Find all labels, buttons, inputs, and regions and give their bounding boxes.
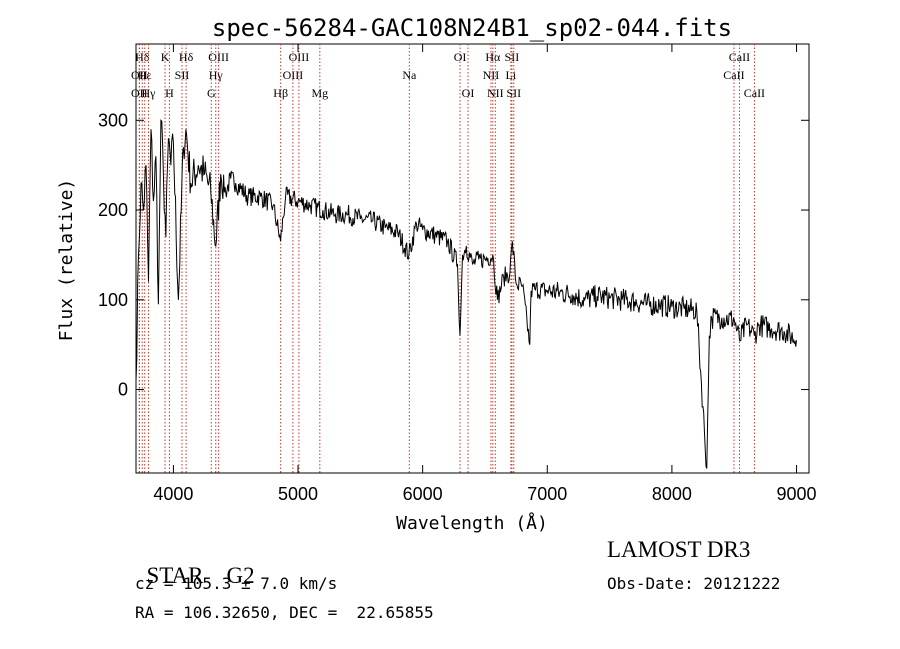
line-label-19: Hα bbox=[485, 50, 501, 64]
line-label-8: Hδ bbox=[179, 50, 194, 64]
object-class: STAR G2 bbox=[135, 537, 255, 589]
x-axis-label: Wavelength (Å) bbox=[396, 512, 548, 534]
line-label-6: H bbox=[165, 86, 174, 100]
y-axis-label: Flux (relative) bbox=[56, 179, 77, 342]
line-label-0: Hδ bbox=[135, 50, 150, 64]
line-label-27: CaII bbox=[744, 86, 765, 100]
line-label-13: OIII bbox=[289, 50, 310, 64]
y-tick-label-2: 200 bbox=[98, 200, 128, 220]
line-label-18: OI bbox=[462, 86, 475, 100]
line-label-25: CaII bbox=[729, 50, 750, 64]
line-label-7: SII bbox=[175, 68, 190, 82]
x-tick-label-3: 7000 bbox=[527, 484, 567, 504]
line-label-22: SII bbox=[505, 50, 520, 64]
line-label-2: OII bbox=[131, 86, 148, 100]
y-tick-label-1: 100 bbox=[98, 290, 128, 310]
line-label-24: SII bbox=[506, 86, 521, 100]
class-label: STAR bbox=[146, 563, 204, 588]
x-tick-label-2: 6000 bbox=[403, 484, 443, 504]
x-tick-label-5: 9000 bbox=[777, 484, 817, 504]
y-tick-label-0: 0 bbox=[118, 380, 128, 400]
line-label-11: G bbox=[207, 86, 216, 100]
x-tick-label-0: 4000 bbox=[153, 484, 193, 504]
line-label-20: NII bbox=[483, 68, 500, 82]
line-label-12: Hβ bbox=[273, 86, 288, 100]
line-label-4: Hγ bbox=[141, 86, 156, 100]
chart-title: spec-56284-GAC108N24B1_sp02-044.fits bbox=[212, 14, 732, 42]
plot-frame bbox=[135, 43, 810, 474]
survey-label: LAMOST DR3 bbox=[607, 537, 751, 562]
line-label-21: NII bbox=[487, 86, 504, 100]
line-label-23: Li bbox=[506, 68, 517, 82]
line-label-1: OII bbox=[131, 68, 148, 82]
line-label-10: Hγ bbox=[209, 68, 224, 82]
line-label-3: Hε bbox=[138, 68, 152, 82]
line-label-15: Mg bbox=[311, 86, 328, 100]
line-label-9: OIII bbox=[208, 50, 229, 64]
line-label-26: CaII bbox=[723, 68, 744, 82]
line-label-5: K bbox=[161, 50, 170, 64]
x-tick-label-4: 8000 bbox=[652, 484, 692, 504]
line-label-17: OI bbox=[454, 50, 467, 64]
flux-series-line bbox=[135, 119, 797, 469]
subclass-label: G2 bbox=[226, 563, 255, 588]
obs-date-text: Obs-Date: 20121222 bbox=[607, 574, 781, 593]
line-label-14: OIII bbox=[283, 68, 304, 82]
coordinates-text: RA = 106.32650, DEC = 22.65855 bbox=[135, 603, 434, 622]
x-tick-label-1: 5000 bbox=[278, 484, 318, 504]
y-tick-label-3: 300 bbox=[98, 110, 128, 130]
line-label-16: Na bbox=[402, 68, 417, 82]
redshift-text: cz = 105.3 ± 7.0 km/s bbox=[135, 574, 338, 593]
